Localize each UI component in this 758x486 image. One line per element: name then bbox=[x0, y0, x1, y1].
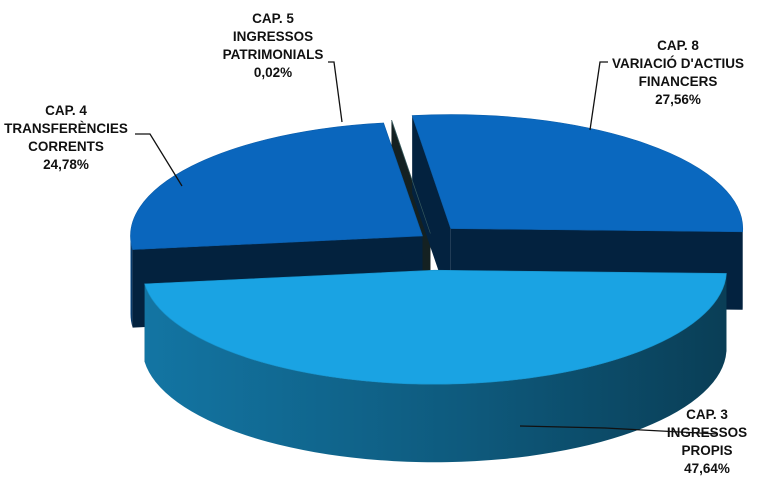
slice-label-cap4-line1: CAP. 4 bbox=[45, 103, 87, 118]
slice-label-cap4-line3: CORRENTS bbox=[28, 139, 104, 154]
slice-value-cap5: 0,02% bbox=[253, 65, 293, 80]
pie-side-cap4 bbox=[130, 235, 133, 328]
slice-label-cap4: CAP. 4 TRANSFERÈNCIES CORRENTS 24,78% bbox=[2, 102, 130, 174]
pie-slice-cap4 bbox=[130, 122, 423, 250]
slice-label-cap8: CAP. 8 VARIACIÓ D'ACTIUS FINANCERS 27,56… bbox=[598, 37, 758, 109]
slice-label-cap5-line2: INGRESSOS bbox=[232, 29, 314, 44]
pie-slice-cap8 bbox=[411, 114, 743, 233]
slice-label-cap5-line3: PATRIMONIALS bbox=[222, 47, 324, 62]
slice-label-cap5: CAP. 5 INGRESSOS PATRIMONIALS 0,02% bbox=[206, 10, 340, 82]
slice-value-cap4: 24,78% bbox=[43, 157, 89, 172]
pie-wall-cap8-0 bbox=[412, 115, 451, 307]
pie-side-cap3 bbox=[144, 273, 727, 463]
slice-label-cap3-line3: PROPIS bbox=[681, 443, 733, 458]
leader-line-cap3 bbox=[519, 425, 719, 435]
pie-slice-cap5 bbox=[391, 120, 431, 234]
leader-line-cap8 bbox=[589, 61, 608, 131]
slice-label-cap8-line3: FINANCERS bbox=[638, 74, 718, 89]
slice-label-cap8-line1: CAP. 8 bbox=[657, 38, 699, 53]
slice-value-cap8: 27,56% bbox=[655, 92, 701, 107]
leader-line-cap4 bbox=[135, 133, 183, 187]
slice-label-cap8-line2: VARIACIÓ D'ACTIUS bbox=[612, 56, 744, 71]
slice-label-cap4-line2: TRANSFERÈNCIES bbox=[4, 121, 128, 136]
slice-label-cap3-line2: INGRESSOS bbox=[666, 425, 748, 440]
slice-label-cap3-line1: CAP. 3 bbox=[686, 407, 728, 422]
slice-value-cap3: 47,64% bbox=[684, 461, 730, 476]
slice-label-cap5-line1: CAP. 5 bbox=[252, 11, 294, 26]
pie-slice-cap3 bbox=[144, 269, 727, 385]
leader-line-cap5 bbox=[328, 61, 343, 123]
slice-label-cap3: CAP. 3 INGRESSOS PROPIS 47,64% bbox=[662, 406, 752, 478]
